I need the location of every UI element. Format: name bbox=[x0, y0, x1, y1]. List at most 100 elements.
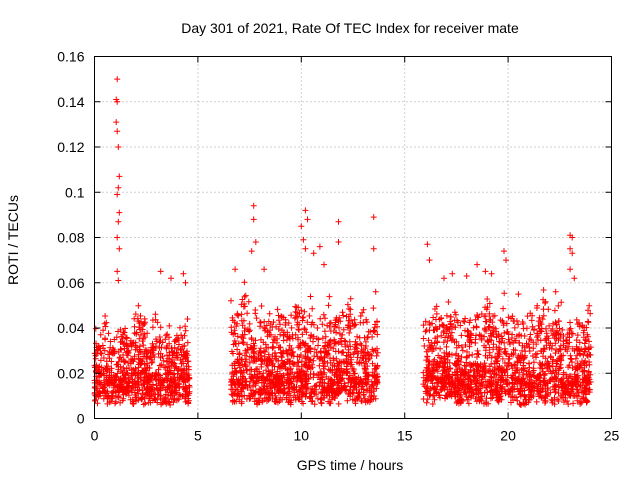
data-point bbox=[146, 354, 153, 361]
data-point bbox=[329, 369, 336, 376]
data-point bbox=[298, 307, 305, 314]
data-point bbox=[238, 368, 245, 375]
data-point bbox=[309, 361, 316, 368]
data-point bbox=[165, 392, 172, 398]
data-point bbox=[325, 347, 332, 354]
data-point bbox=[333, 373, 340, 380]
data-point bbox=[174, 395, 181, 402]
data-point bbox=[231, 360, 238, 367]
data-point bbox=[100, 327, 107, 334]
data-point bbox=[166, 340, 173, 347]
data-point bbox=[423, 399, 430, 406]
data-point bbox=[134, 375, 141, 381]
data-point bbox=[172, 336, 179, 343]
data-point bbox=[169, 348, 176, 355]
data-point bbox=[360, 319, 367, 326]
data-point bbox=[244, 310, 251, 317]
data-point bbox=[164, 377, 171, 384]
data-point bbox=[121, 345, 128, 352]
data-point bbox=[122, 390, 129, 397]
data-point bbox=[274, 306, 281, 313]
data-point bbox=[426, 257, 433, 264]
data-point bbox=[140, 377, 147, 384]
data-point bbox=[94, 400, 101, 407]
data-point bbox=[558, 299, 565, 306]
data-point bbox=[322, 349, 329, 356]
data-point bbox=[105, 351, 112, 358]
data-point bbox=[102, 389, 108, 396]
data-point bbox=[252, 239, 259, 245]
data-point bbox=[143, 374, 150, 381]
data-point bbox=[182, 323, 189, 330]
data-point bbox=[365, 350, 372, 357]
data-point bbox=[335, 400, 342, 407]
data-point bbox=[181, 367, 188, 374]
data-point bbox=[261, 266, 268, 273]
data-point bbox=[243, 396, 250, 402]
data-point bbox=[127, 340, 134, 347]
data-point bbox=[279, 396, 286, 403]
data-point bbox=[293, 304, 300, 311]
data-point bbox=[304, 319, 311, 326]
data-point bbox=[362, 355, 369, 362]
data-point bbox=[180, 393, 186, 399]
data-point bbox=[463, 273, 470, 279]
data-point bbox=[321, 369, 328, 376]
data-point bbox=[111, 336, 118, 343]
data-point bbox=[183, 350, 190, 357]
data-point bbox=[230, 373, 237, 380]
data-point bbox=[370, 214, 377, 221]
data-point bbox=[352, 341, 358, 348]
data-point bbox=[338, 359, 345, 366]
data-point bbox=[100, 395, 107, 402]
data-point bbox=[449, 270, 456, 277]
data-point bbox=[184, 377, 191, 384]
data-point bbox=[304, 216, 311, 223]
data-point bbox=[335, 380, 342, 387]
data-point bbox=[253, 315, 260, 322]
data-point bbox=[335, 239, 342, 245]
data-point bbox=[371, 378, 378, 385]
data-point bbox=[586, 302, 593, 309]
data-point bbox=[474, 347, 481, 354]
data-point bbox=[296, 388, 303, 395]
data-point bbox=[504, 372, 511, 379]
data-point bbox=[335, 218, 342, 225]
data-point bbox=[293, 387, 300, 393]
data-point bbox=[275, 358, 282, 364]
data-point bbox=[533, 398, 540, 405]
data-point bbox=[144, 330, 151, 337]
data-point bbox=[254, 401, 261, 408]
data-point bbox=[118, 333, 125, 340]
data-point bbox=[149, 340, 156, 347]
data-point bbox=[524, 313, 531, 320]
data-point bbox=[123, 369, 130, 376]
data-point bbox=[321, 354, 328, 361]
data-point bbox=[261, 383, 268, 390]
data-point bbox=[293, 314, 299, 321]
data-point bbox=[298, 382, 305, 389]
data-point bbox=[336, 324, 342, 331]
data-point bbox=[365, 371, 372, 378]
data-point bbox=[302, 207, 309, 214]
data-point bbox=[97, 345, 104, 352]
data-point bbox=[118, 346, 125, 353]
data-point bbox=[310, 338, 316, 345]
data-point bbox=[567, 266, 574, 273]
data-point bbox=[342, 343, 349, 350]
data-point bbox=[92, 325, 99, 332]
data-point bbox=[261, 324, 268, 331]
data-point bbox=[142, 319, 149, 326]
data-point bbox=[274, 335, 280, 342]
data-point bbox=[288, 345, 295, 352]
x-tick-label: 10 bbox=[294, 428, 310, 444]
data-point bbox=[344, 369, 351, 376]
data-point bbox=[298, 223, 305, 230]
data-point bbox=[242, 347, 249, 354]
data-point bbox=[149, 358, 156, 365]
data-point bbox=[527, 331, 534, 338]
data-point bbox=[115, 218, 122, 225]
data-point bbox=[250, 202, 257, 209]
data-point bbox=[96, 369, 103, 375]
data-point bbox=[267, 377, 274, 384]
